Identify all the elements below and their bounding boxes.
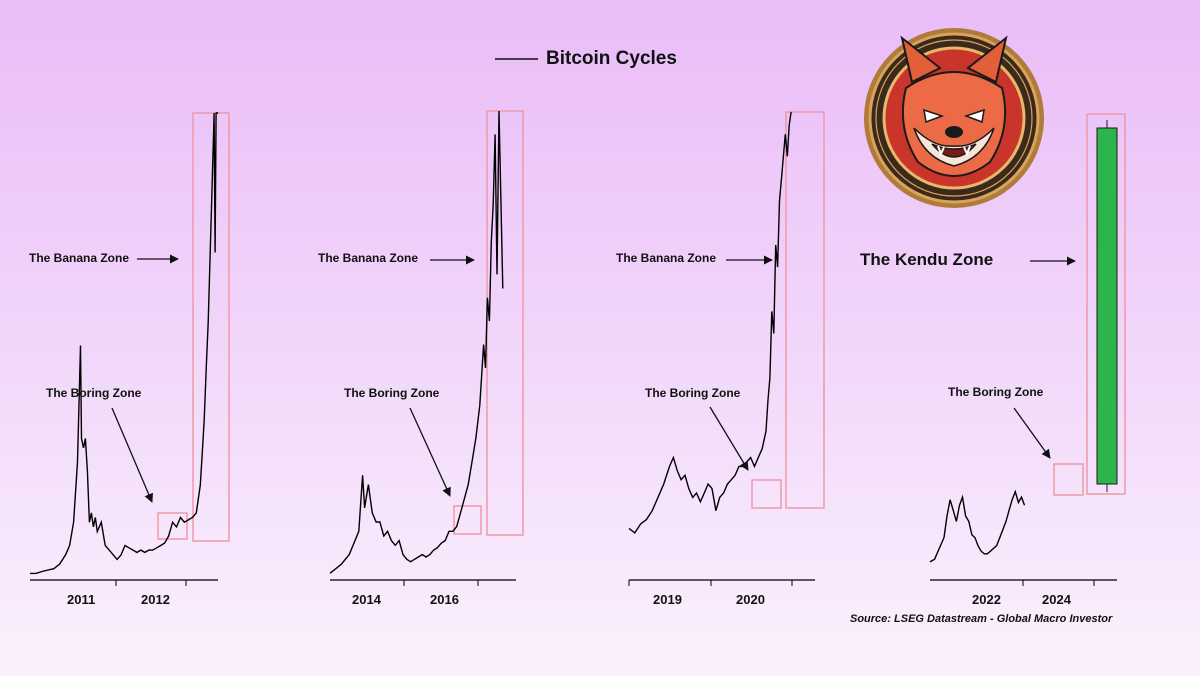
kendu-dog-icon bbox=[864, 28, 1044, 208]
boring-arrow bbox=[409, 407, 451, 497]
panel-2016: 2014 2016 The Banana Zone The Boring Zon… bbox=[318, 110, 524, 607]
panel-2024: 2022 2024 The Kendu Zone The Boring Zone… bbox=[850, 113, 1126, 625]
source-note: Source: LSEG Datastream - Global Macro I… bbox=[850, 613, 1113, 625]
boring-arrow bbox=[111, 407, 153, 503]
x-tick-label: 2012 bbox=[141, 592, 170, 607]
boring-zone-box bbox=[751, 479, 782, 509]
x-tick-label: 2020 bbox=[736, 592, 765, 607]
banana-zone-label: The Banana Zone bbox=[616, 251, 716, 265]
price-line-2024 bbox=[929, 489, 1026, 563]
price-line-2020 bbox=[628, 111, 792, 534]
boring-zone-label: The Boring Zone bbox=[645, 386, 741, 400]
boring-arrow bbox=[1013, 407, 1051, 459]
boring-zone-box bbox=[1053, 463, 1084, 496]
price-line-2016 bbox=[329, 110, 504, 574]
panel-2020: 2019 2020 The Banana Zone The Boring Zon… bbox=[616, 111, 825, 607]
x-tick-label: 2022 bbox=[972, 592, 1001, 607]
x-tick-label: 2019 bbox=[653, 592, 682, 607]
banana-zone-label: The Banana Zone bbox=[29, 251, 129, 265]
boring-zone-box bbox=[157, 512, 188, 540]
x-tick-label: 2011 bbox=[67, 592, 95, 607]
price-line-2011 bbox=[30, 112, 219, 575]
banana-zone-box bbox=[486, 110, 524, 536]
chart-title: Bitcoin Cycles bbox=[546, 48, 677, 69]
boring-zone-label: The Boring Zone bbox=[948, 385, 1044, 399]
x-tick-label: 2014 bbox=[352, 592, 382, 607]
boring-zone-label: The Boring Zone bbox=[344, 386, 440, 400]
boring-zone-label: The Boring Zone bbox=[46, 386, 142, 400]
boring-arrow bbox=[709, 406, 749, 471]
kendu-zone-box bbox=[1086, 113, 1126, 495]
boring-zone-box bbox=[453, 505, 482, 535]
kendu-zone-bar bbox=[1096, 127, 1118, 485]
panel-2011: 2011 2012 The Banana Zone The Boring Zon… bbox=[29, 112, 230, 607]
x-tick-label: 2024 bbox=[1042, 592, 1072, 607]
banana-zone-box bbox=[192, 112, 230, 542]
banana-zone-box bbox=[785, 111, 825, 509]
x-tick-label: 2016 bbox=[430, 592, 459, 607]
banana-zone-label: The Banana Zone bbox=[318, 251, 418, 265]
kendu-zone-label: The Kendu Zone bbox=[860, 250, 993, 269]
